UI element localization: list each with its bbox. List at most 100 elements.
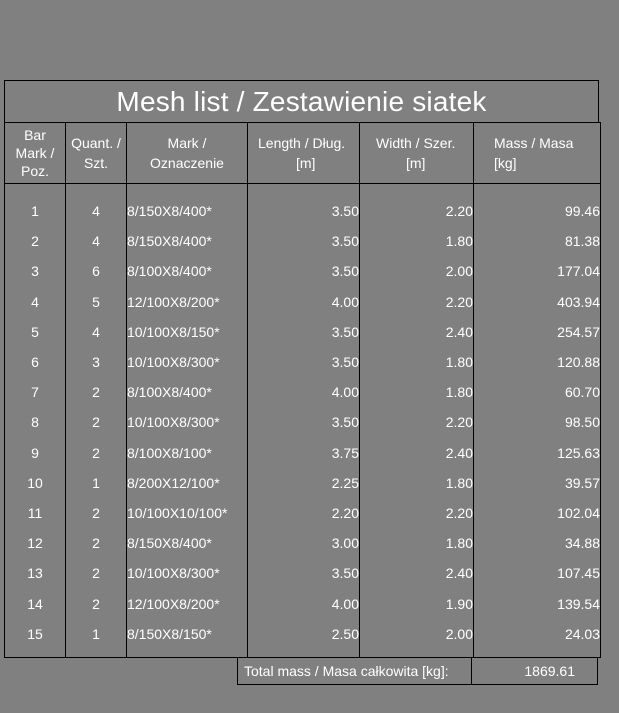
cell-mass: 24.03 <box>473 618 601 649</box>
cell-mass: 139.54 <box>473 588 601 619</box>
cell-qty: 2 <box>65 377 127 408</box>
cell-mass: 39.57 <box>473 467 601 498</box>
cell-length: 3.50 <box>247 226 360 257</box>
table-row: 10 1 8/200X12/100* 2.25 1.80 39.57 <box>4 467 601 498</box>
cell-qty: 4 <box>65 226 127 257</box>
table-row: 11 2 10/100X10/100* 2.20 2.20 102.04 <box>4 497 601 529</box>
cell-qty: 2 <box>65 437 127 468</box>
table-row: 8 2 10/100X8/300* 3.50 2.20 98.50 <box>4 407 601 438</box>
header-mass: Mass / Masa [kg] <box>473 122 601 184</box>
header-pos: Bar Mark / Poz. <box>4 122 66 184</box>
cell-mark: 8/150X8/400* <box>126 196 248 227</box>
cell-pos: 1 <box>4 196 66 227</box>
total-label: Total mass / Masa całkowita [kg]: <box>237 657 471 685</box>
cell-length: 3.75 <box>247 437 360 468</box>
cell-pos: 3 <box>4 256 66 287</box>
table-row: 15 1 8/150X8/150* 2.50 2.00 24.03 <box>4 618 601 649</box>
cell-qty: 2 <box>65 497 127 529</box>
cell-pos: 5 <box>4 316 66 347</box>
cell-mass: 99.46 <box>473 196 601 227</box>
cell-mark: 8/150X8/400* <box>126 226 248 257</box>
cell-width: 1.80 <box>359 226 474 257</box>
cell-qty: 2 <box>65 588 127 619</box>
cell-mark: 8/100X8/400* <box>126 256 248 287</box>
cell-length: 2.20 <box>247 497 360 529</box>
cell-width: 2.40 <box>359 316 474 347</box>
cell-pos: 14 <box>4 588 66 619</box>
table-row: 7 2 8/100X8/400* 4.00 1.80 60.70 <box>4 377 601 408</box>
cell-qty: 4 <box>65 316 127 347</box>
cell-mass: 81.38 <box>473 226 601 257</box>
table-row: 3 6 8/100X8/400* 3.50 2.00 177.04 <box>4 256 601 287</box>
cell-qty: 2 <box>65 528 127 559</box>
header-mark: Mark / Oznaczenie <box>126 122 248 184</box>
cell-width: 2.40 <box>359 558 474 589</box>
cell-qty: 3 <box>65 346 127 378</box>
cell-mark: 8/100X8/400* <box>126 377 248 408</box>
cell-length: 3.50 <box>247 316 360 347</box>
cell-length: 3.50 <box>247 558 360 589</box>
table-row: 12 2 8/150X8/400* 3.00 1.80 34.88 <box>4 528 601 559</box>
cell-qty: 5 <box>65 286 127 317</box>
cell-length: 3.00 <box>247 528 360 559</box>
table-row: 14 2 12/100X8/200* 4.00 1.90 139.54 <box>4 588 601 619</box>
header-qty: Quant. / Szt. <box>65 122 127 184</box>
cell-qty: 6 <box>65 256 127 287</box>
cell-length: 3.50 <box>247 196 360 227</box>
cell-width: 1.80 <box>359 346 474 378</box>
spacer-row <box>4 183 601 196</box>
table-header-row: Bar Mark / Poz. Quant. / Szt. Mark / Ozn… <box>4 122 601 184</box>
cell-pos: 10 <box>4 467 66 498</box>
cell-width: 1.80 <box>359 528 474 559</box>
cell-width: 1.90 <box>359 588 474 619</box>
cell-width: 2.20 <box>359 407 474 438</box>
cell-mass: 125.63 <box>473 437 601 468</box>
cell-mark: 10/100X8/300* <box>126 346 248 378</box>
table-row: 4 5 12/100X8/200* 4.00 2.20 403.94 <box>4 286 601 317</box>
cell-mark: 10/100X10/100* <box>126 497 248 529</box>
cell-pos: 13 <box>4 558 66 589</box>
cell-qty: 2 <box>65 407 127 438</box>
table-row: 13 2 10/100X8/300* 3.50 2.40 107.45 <box>4 558 601 589</box>
cell-length: 2.25 <box>247 467 360 498</box>
cell-mark: 12/100X8/200* <box>126 286 248 317</box>
cell-mark: 8/200X12/100* <box>126 467 248 498</box>
cell-length: 4.00 <box>247 377 360 408</box>
cell-mass: 254.57 <box>473 316 601 347</box>
cell-mark: 10/100X8/300* <box>126 407 248 438</box>
cell-mark: 8/100X8/100* <box>126 437 248 468</box>
sheet-title: Mesh list / Zestawienie siatek <box>4 80 599 122</box>
bottom-pad-row <box>4 648 601 658</box>
table-row: 1 4 8/150X8/400* 3.50 2.20 99.46 <box>4 196 601 227</box>
table-row: 5 4 10/100X8/150* 3.50 2.40 254.57 <box>4 316 601 347</box>
cell-qty: 1 <box>65 467 127 498</box>
cell-pos: 4 <box>4 286 66 317</box>
header-width: Width / Szer. [m] <box>359 122 474 184</box>
cell-mark: 12/100X8/200* <box>126 588 248 619</box>
cell-mark: 8/150X8/400* <box>126 528 248 559</box>
cell-mark: 8/150X8/150* <box>126 618 248 649</box>
mesh-table: Bar Mark / Poz. Quant. / Szt. Mark / Ozn… <box>4 122 601 658</box>
cell-mass: 120.88 <box>473 346 601 378</box>
header-length: Length / Dług. [m] <box>247 122 360 184</box>
cell-pos: 2 <box>4 226 66 257</box>
cell-pos: 15 <box>4 618 66 649</box>
table-row: 2 4 8/150X8/400* 3.50 1.80 81.38 <box>4 226 601 257</box>
cell-length: 3.50 <box>247 256 360 287</box>
cell-mass: 98.50 <box>473 407 601 438</box>
cell-width: 2.20 <box>359 196 474 227</box>
cell-width: 2.00 <box>359 618 474 649</box>
table-body: 1 4 8/150X8/400* 3.50 2.20 99.46 2 4 8/150X8/400… <box>4 183 601 658</box>
cell-mass: 60.70 <box>473 377 601 408</box>
cell-length: 3.50 <box>247 407 360 438</box>
table-row: 9 2 8/100X8/100* 3.75 2.40 125.63 <box>4 437 601 468</box>
table-row: 6 3 10/100X8/300* 3.50 1.80 120.88 <box>4 346 601 378</box>
mesh-list-sheet: Mesh list / Zestawienie siatek Bar Mark … <box>4 80 601 658</box>
cell-width: 2.20 <box>359 497 474 529</box>
cell-width: 1.80 <box>359 377 474 408</box>
cell-width: 2.40 <box>359 437 474 468</box>
cell-width: 1.80 <box>359 467 474 498</box>
cell-pos: 12 <box>4 528 66 559</box>
cell-pos: 6 <box>4 346 66 378</box>
cell-qty: 4 <box>65 196 127 227</box>
